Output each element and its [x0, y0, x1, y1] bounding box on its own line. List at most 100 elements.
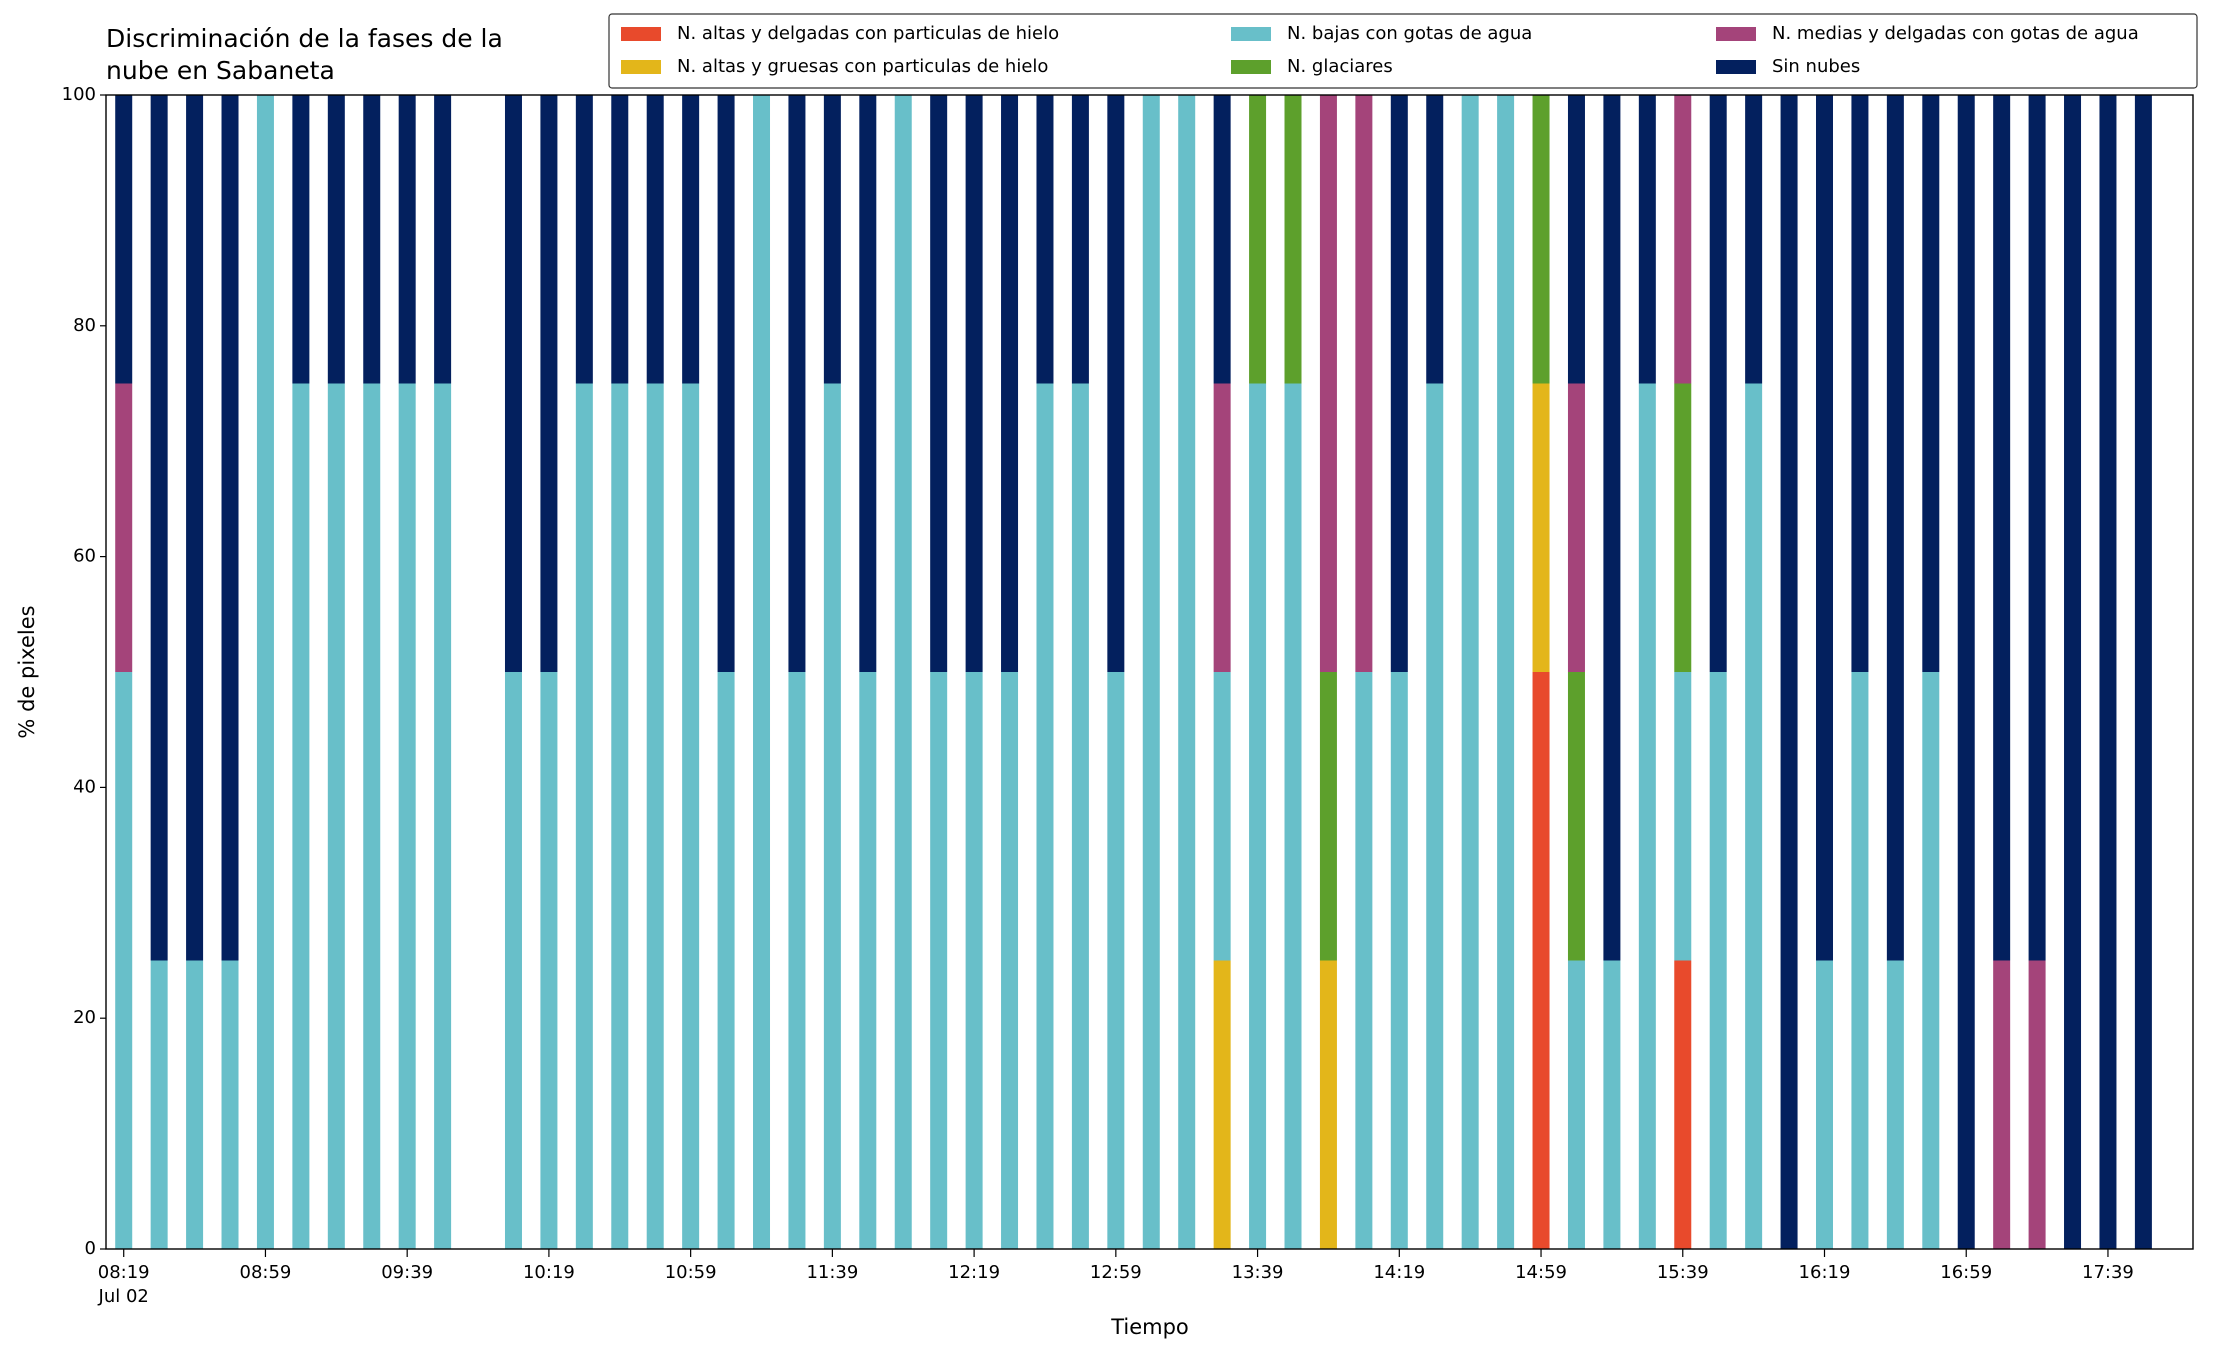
chart-title: nube en Sabaneta: [106, 56, 335, 85]
bar-segment: [1567, 672, 1585, 961]
bar-segment: [1745, 95, 1763, 384]
x-tick-label: 08:59: [240, 1262, 292, 1283]
y-tick-label: 60: [73, 546, 96, 567]
bar-segment: [1674, 960, 1692, 1249]
bar-segment: [1107, 95, 1125, 672]
bar-segment: [717, 95, 735, 672]
bar-segment: [1886, 95, 1904, 961]
y-tick-label: 0: [85, 1238, 96, 1259]
bar-segment: [930, 672, 948, 1249]
legend-label: N. medias y delgadas con gotas de agua: [1772, 23, 2139, 44]
bar-segment: [1284, 95, 1302, 384]
bar-segment: [823, 95, 841, 384]
bar-segment: [1532, 672, 1550, 1249]
bar-segment: [292, 95, 310, 384]
bar-segment: [965, 672, 983, 1249]
y-axis-label: % de pixeles: [15, 605, 39, 738]
x-tick-label: 16:59: [1940, 1262, 1992, 1283]
bar-segment: [682, 383, 700, 1249]
bar-segment: [256, 95, 274, 1249]
x-date-label: Jul 02: [98, 1286, 149, 1307]
bar-segment: [398, 383, 416, 1249]
bar-segment: [115, 95, 133, 384]
legend-swatch: [621, 27, 661, 41]
bar-segment: [788, 95, 806, 672]
bar-segment: [504, 95, 522, 672]
bar-segment: [1213, 960, 1231, 1249]
x-tick-label: 12:59: [1090, 1262, 1142, 1283]
bar-segment: [1001, 672, 1019, 1249]
bar-segment: [575, 383, 593, 1249]
x-tick-label: 08:19: [98, 1262, 150, 1283]
bar-segment: [1603, 95, 1621, 961]
bar-segment: [1249, 383, 1267, 1249]
bar-segment: [2028, 960, 2046, 1249]
x-tick-label: 13:39: [1232, 1262, 1284, 1283]
bar-segment: [186, 960, 204, 1249]
bar-segment: [434, 383, 452, 1249]
bar-segment: [646, 95, 664, 384]
bar-segment: [859, 95, 877, 672]
bar-segment: [823, 383, 841, 1249]
bar-segment: [1355, 95, 1373, 672]
bar-segment: [1107, 672, 1125, 1249]
bar-segment: [1993, 95, 2011, 961]
bar-segment: [930, 95, 948, 672]
bar-segment: [859, 672, 877, 1249]
bar-segment: [150, 95, 168, 961]
bar-segment: [186, 95, 204, 961]
legend-swatch: [621, 60, 661, 74]
bar-segment: [1532, 95, 1550, 384]
y-tick-label: 100: [62, 84, 96, 105]
bar-segment: [1638, 95, 1656, 384]
legend-swatch: [1231, 27, 1271, 41]
legend-label: Sin nubes: [1772, 56, 1860, 77]
bar-segment: [717, 672, 735, 1249]
bar-segment: [1249, 95, 1267, 384]
x-tick-label: 15:39: [1657, 1262, 1709, 1283]
bar-segment: [788, 672, 806, 1249]
bar-segment: [1674, 383, 1692, 672]
bar-segment: [327, 383, 345, 1249]
bar-segment: [646, 383, 664, 1249]
x-tick-label: 10:59: [665, 1262, 717, 1283]
bar-segment: [1319, 960, 1337, 1249]
bar-segment: [398, 95, 416, 384]
bar-segment: [1567, 383, 1585, 672]
bar-segment: [1709, 95, 1727, 672]
bar-segment: [1355, 672, 1373, 1249]
legend-label: N. altas y delgadas con particulas de hi…: [677, 23, 1059, 44]
bar-segment: [575, 95, 593, 384]
bar-segment: [1780, 95, 1798, 1249]
bar-segment: [327, 95, 345, 384]
bar-segment: [1638, 383, 1656, 1249]
bar-segment: [1567, 960, 1585, 1249]
x-tick-label: 17:39: [2082, 1262, 2134, 1283]
bar-segment: [1957, 95, 1975, 1249]
x-tick-label: 11:39: [806, 1262, 858, 1283]
bar-segment: [2028, 95, 2046, 961]
legend-swatch: [1716, 60, 1756, 74]
x-tick-label: 14:19: [1373, 1262, 1425, 1283]
bar-segment: [1390, 95, 1408, 672]
bar-segment: [504, 672, 522, 1249]
bar-segment: [363, 383, 381, 1249]
bar-segment: [1284, 383, 1302, 1249]
bar-segment: [1071, 95, 1089, 384]
bar-segment: [1001, 95, 1019, 672]
legend-swatch: [1716, 27, 1756, 41]
legend-label: N. bajas con gotas de agua: [1287, 23, 1532, 44]
bar-segment: [540, 95, 558, 672]
bar-segment: [1993, 960, 2011, 1249]
legend-box: [608, 13, 2198, 89]
bar-segment: [753, 95, 771, 1249]
bar-segment: [1426, 95, 1444, 384]
bar-segment: [1674, 95, 1692, 384]
bar-segment: [221, 95, 239, 961]
legend-label: N. glaciares: [1287, 56, 1393, 77]
legend-swatch: [1231, 60, 1271, 74]
bar-segment: [1213, 672, 1231, 961]
legend-label: N. altas y gruesas con particulas de hie…: [677, 56, 1048, 77]
bar-segment: [1426, 383, 1444, 1249]
